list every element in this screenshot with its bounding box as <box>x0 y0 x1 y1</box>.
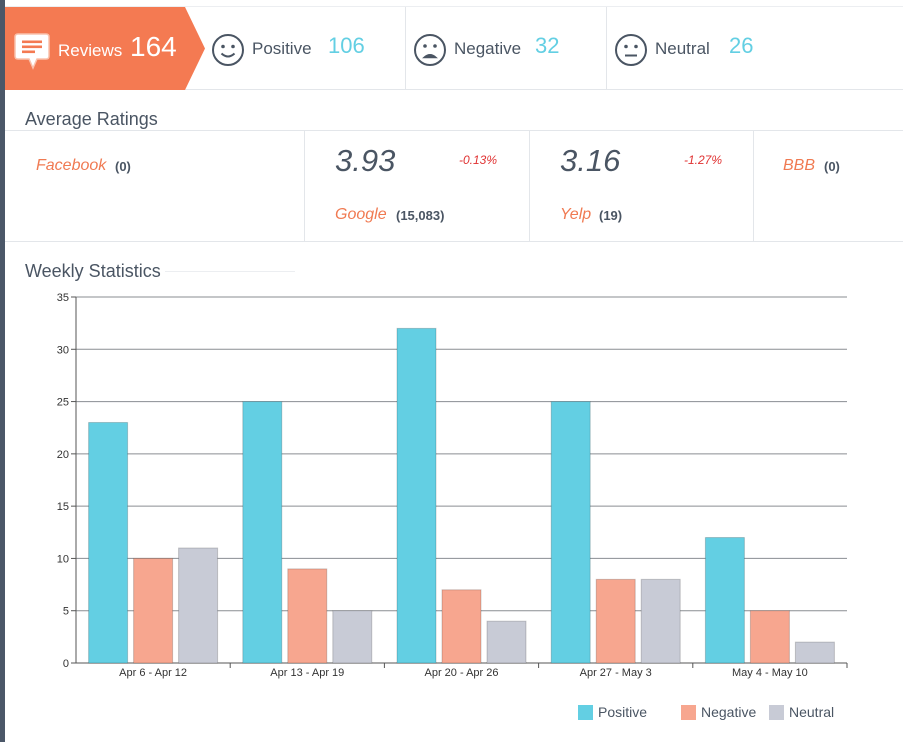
rating-google[interactable]: 3.93 -0.13% Google (15,083) <box>305 131 529 241</box>
chart-legend: Positive Negative Neutral <box>578 704 838 722</box>
rating-delta: -0.13% <box>459 153 498 167</box>
left-rail <box>0 0 5 742</box>
neutral-face-icon <box>615 34 647 66</box>
reviews-tab-background <box>5 7 205 90</box>
bar-positive <box>550 401 591 664</box>
review-summary-bar: Reviews 164 Positive 106 Negative 32 <box>5 6 903 90</box>
rating-score: 3.16 <box>560 143 621 178</box>
legend-label-positive: Positive <box>598 704 648 720</box>
y-tick-label: 25 <box>57 397 69 409</box>
bar-positive <box>704 537 745 664</box>
bar-negative <box>287 568 328 664</box>
x-tick-label: Apr 6 - Apr 12 <box>119 667 187 679</box>
neutral-label: Neutral <box>655 39 710 58</box>
bar-neutral <box>332 610 373 664</box>
bar-neutral <box>794 641 835 664</box>
bar-negative <box>441 589 482 664</box>
summary-divider <box>606 7 607 90</box>
bar-positive <box>242 401 283 664</box>
neutral-summary[interactable]: Neutral 26 <box>613 7 808 90</box>
average-ratings-panel: Facebook (0) 3.93 -0.13% Google (15,083)… <box>5 130 903 242</box>
source-name: BBB <box>783 157 816 174</box>
smiley-face-icon <box>212 34 244 66</box>
frown-face-icon <box>414 34 446 66</box>
negative-summary[interactable]: Negative 32 <box>412 7 607 90</box>
rating-delta: -1.27% <box>684 153 723 167</box>
legend-label-negative: Negative <box>701 704 757 720</box>
bar-neutral <box>178 547 219 664</box>
average-ratings-title: Average Ratings <box>25 109 158 129</box>
positive-summary[interactable]: Positive 106 <box>210 7 405 90</box>
ratings-divider <box>529 131 530 241</box>
source-name: Google <box>335 206 387 223</box>
weekly-statistics-title: Weekly Statistics <box>25 261 161 281</box>
legend-label-neutral: Neutral <box>789 704 835 720</box>
y-tick-label: 5 <box>63 606 69 618</box>
bar-neutral <box>640 578 681 664</box>
x-tick-label: Apr 27 - May 3 <box>580 667 652 679</box>
negative-count: 32 <box>535 33 560 58</box>
speech-bubble-icon <box>14 33 50 70</box>
bar-negative <box>749 610 790 664</box>
summary-divider <box>405 7 406 90</box>
bar-neutral <box>486 620 527 664</box>
ratings-divider <box>304 131 305 241</box>
x-tick-label: May 4 - May 10 <box>732 667 808 679</box>
positive-count: 106 <box>328 33 365 58</box>
weekly-statistics-chart: 0 5 10 15 20 25 30 35 Apr 6 - Apr 12 Apr 13 - Apr… <box>57 292 848 679</box>
y-tick-label: 0 <box>63 658 69 670</box>
y-tick-label: 30 <box>57 344 69 356</box>
bar-positive <box>88 421 129 664</box>
title-underline <box>165 271 295 272</box>
source-count: (19) <box>599 208 623 223</box>
x-tick-label: Apr 20 - Apr 26 <box>425 667 499 679</box>
x-tick-label: Apr 13 - Apr 19 <box>270 667 344 679</box>
source-count: (0) <box>824 159 840 174</box>
bar-negative <box>133 557 174 664</box>
source-count: (0) <box>115 159 131 174</box>
y-tick-label: 10 <box>57 553 69 565</box>
reviews-label: Reviews <box>58 41 123 60</box>
y-tick-label: 20 <box>57 449 69 461</box>
legend-swatch-negative <box>681 705 696 720</box>
y-tick-label: 35 <box>57 292 69 304</box>
legend-swatch-positive <box>578 705 593 720</box>
rating-yelp[interactable]: 3.16 -1.27% Yelp (19) <box>530 131 753 241</box>
bar-negative <box>595 578 636 664</box>
bar-positive <box>396 327 437 664</box>
rating-score: 3.93 <box>335 143 396 178</box>
reviews-count: 164 <box>130 31 177 62</box>
positive-label: Positive <box>252 39 312 58</box>
rating-facebook[interactable]: Facebook (0) <box>5 131 304 241</box>
ratings-divider <box>753 131 754 241</box>
source-name: Yelp <box>560 206 592 223</box>
rating-bbb[interactable]: BBB (0) <box>754 131 903 241</box>
source-count: (15,083) <box>396 208 445 223</box>
y-tick-label: 15 <box>57 501 69 513</box>
legend-swatch-neutral <box>769 705 784 720</box>
source-name: Facebook <box>36 157 107 174</box>
reviews-tab[interactable]: Reviews 164 <box>5 7 205 90</box>
neutral-count: 26 <box>729 33 754 58</box>
negative-label: Negative <box>454 39 522 58</box>
